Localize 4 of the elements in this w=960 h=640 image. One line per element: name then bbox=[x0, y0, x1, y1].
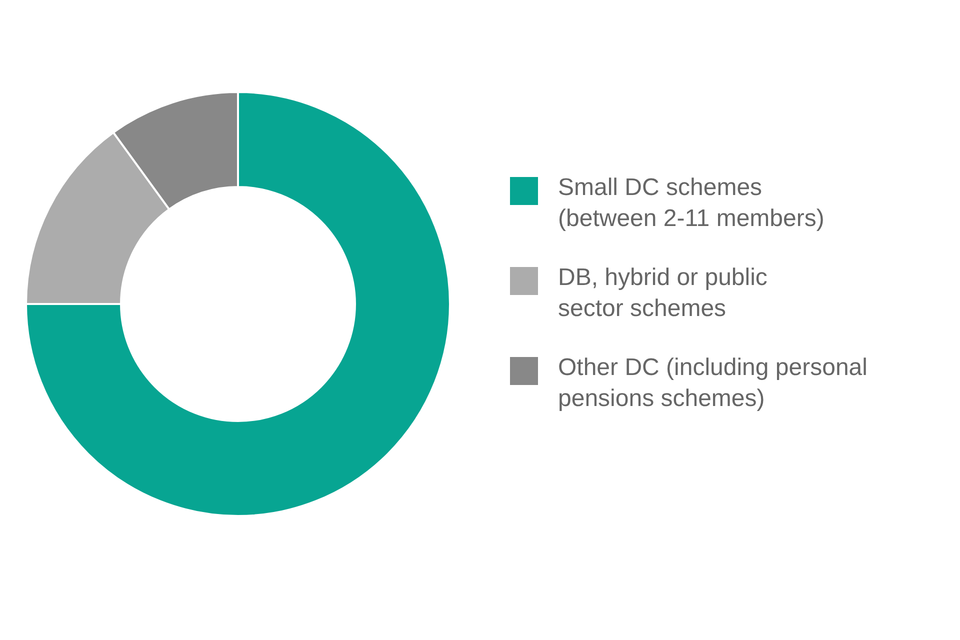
donut-slice bbox=[25, 91, 451, 517]
legend-label: Other DC (including personal pensions schemes) bbox=[558, 354, 868, 412]
legend-label: DB, hybrid or public sector schemes bbox=[558, 264, 768, 322]
legend-label: Small DC schemes (between 2-11 members) bbox=[558, 174, 824, 232]
